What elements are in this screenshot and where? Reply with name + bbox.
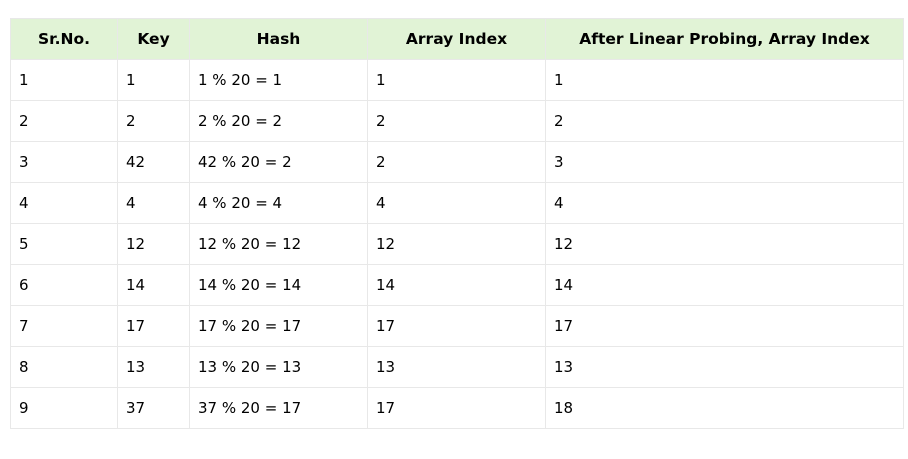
cell-sr-no: 1 [10,59,118,101]
cell-sr-no: 6 [10,264,118,306]
cell-key: 17 [117,305,190,347]
cell-sr-no: 7 [10,305,118,347]
cell-probed-index: 18 [545,387,904,429]
cell-probed-index: 13 [545,346,904,388]
cell-probed-index: 1 [545,59,904,101]
cell-hash: 13 % 20 = 13 [189,346,368,388]
cell-array-index: 1 [367,59,546,101]
cell-probed-index: 2 [545,100,904,142]
hash-table: Sr.No. Key Hash Array Index After Linear… [10,18,904,429]
table-row: 4 4 4 % 20 = 4 4 4 [10,182,904,224]
cell-sr-no: 5 [10,223,118,265]
cell-sr-no: 8 [10,346,118,388]
cell-key: 37 [117,387,190,429]
table-row: 7 17 17 % 20 = 17 17 17 [10,305,904,347]
header-key: Key [117,18,190,60]
cell-key: 2 [117,100,190,142]
cell-probed-index: 17 [545,305,904,347]
table-body: 1 1 1 % 20 = 1 1 1 2 2 2 % 20 = 2 2 2 3 … [10,59,904,429]
cell-key: 13 [117,346,190,388]
table-row: 1 1 1 % 20 = 1 1 1 [10,59,904,101]
cell-key: 42 [117,141,190,183]
cell-array-index: 17 [367,387,546,429]
cell-array-index: 17 [367,305,546,347]
table-row: 5 12 12 % 20 = 12 12 12 [10,223,904,265]
header-row: Sr.No. Key Hash Array Index After Linear… [10,18,904,60]
table-row: 2 2 2 % 20 = 2 2 2 [10,100,904,142]
hash-table-container: Sr.No. Key Hash Array Index After Linear… [10,18,904,429]
cell-array-index: 2 [367,141,546,183]
cell-hash: 4 % 20 = 4 [189,182,368,224]
cell-sr-no: 2 [10,100,118,142]
header-sr-no: Sr.No. [10,18,118,60]
cell-probed-index: 3 [545,141,904,183]
table-header: Sr.No. Key Hash Array Index After Linear… [10,18,904,60]
cell-array-index: 12 [367,223,546,265]
cell-array-index: 13 [367,346,546,388]
cell-hash: 2 % 20 = 2 [189,100,368,142]
cell-array-index: 4 [367,182,546,224]
cell-sr-no: 3 [10,141,118,183]
cell-key: 4 [117,182,190,224]
cell-hash: 37 % 20 = 17 [189,387,368,429]
cell-key: 12 [117,223,190,265]
cell-probed-index: 12 [545,223,904,265]
cell-probed-index: 14 [545,264,904,306]
cell-probed-index: 4 [545,182,904,224]
cell-key: 1 [117,59,190,101]
cell-sr-no: 9 [10,387,118,429]
cell-key: 14 [117,264,190,306]
cell-array-index: 2 [367,100,546,142]
cell-hash: 1 % 20 = 1 [189,59,368,101]
header-after-linear-probing: After Linear Probing, Array Index [545,18,904,60]
header-array-index: Array Index [367,18,546,60]
header-hash: Hash [189,18,368,60]
table-row: 6 14 14 % 20 = 14 14 14 [10,264,904,306]
cell-hash: 14 % 20 = 14 [189,264,368,306]
cell-hash: 42 % 20 = 2 [189,141,368,183]
cell-sr-no: 4 [10,182,118,224]
table-row: 9 37 37 % 20 = 17 17 18 [10,387,904,429]
cell-array-index: 14 [367,264,546,306]
table-row: 8 13 13 % 20 = 13 13 13 [10,346,904,388]
cell-hash: 12 % 20 = 12 [189,223,368,265]
table-row: 3 42 42 % 20 = 2 2 3 [10,141,904,183]
cell-hash: 17 % 20 = 17 [189,305,368,347]
